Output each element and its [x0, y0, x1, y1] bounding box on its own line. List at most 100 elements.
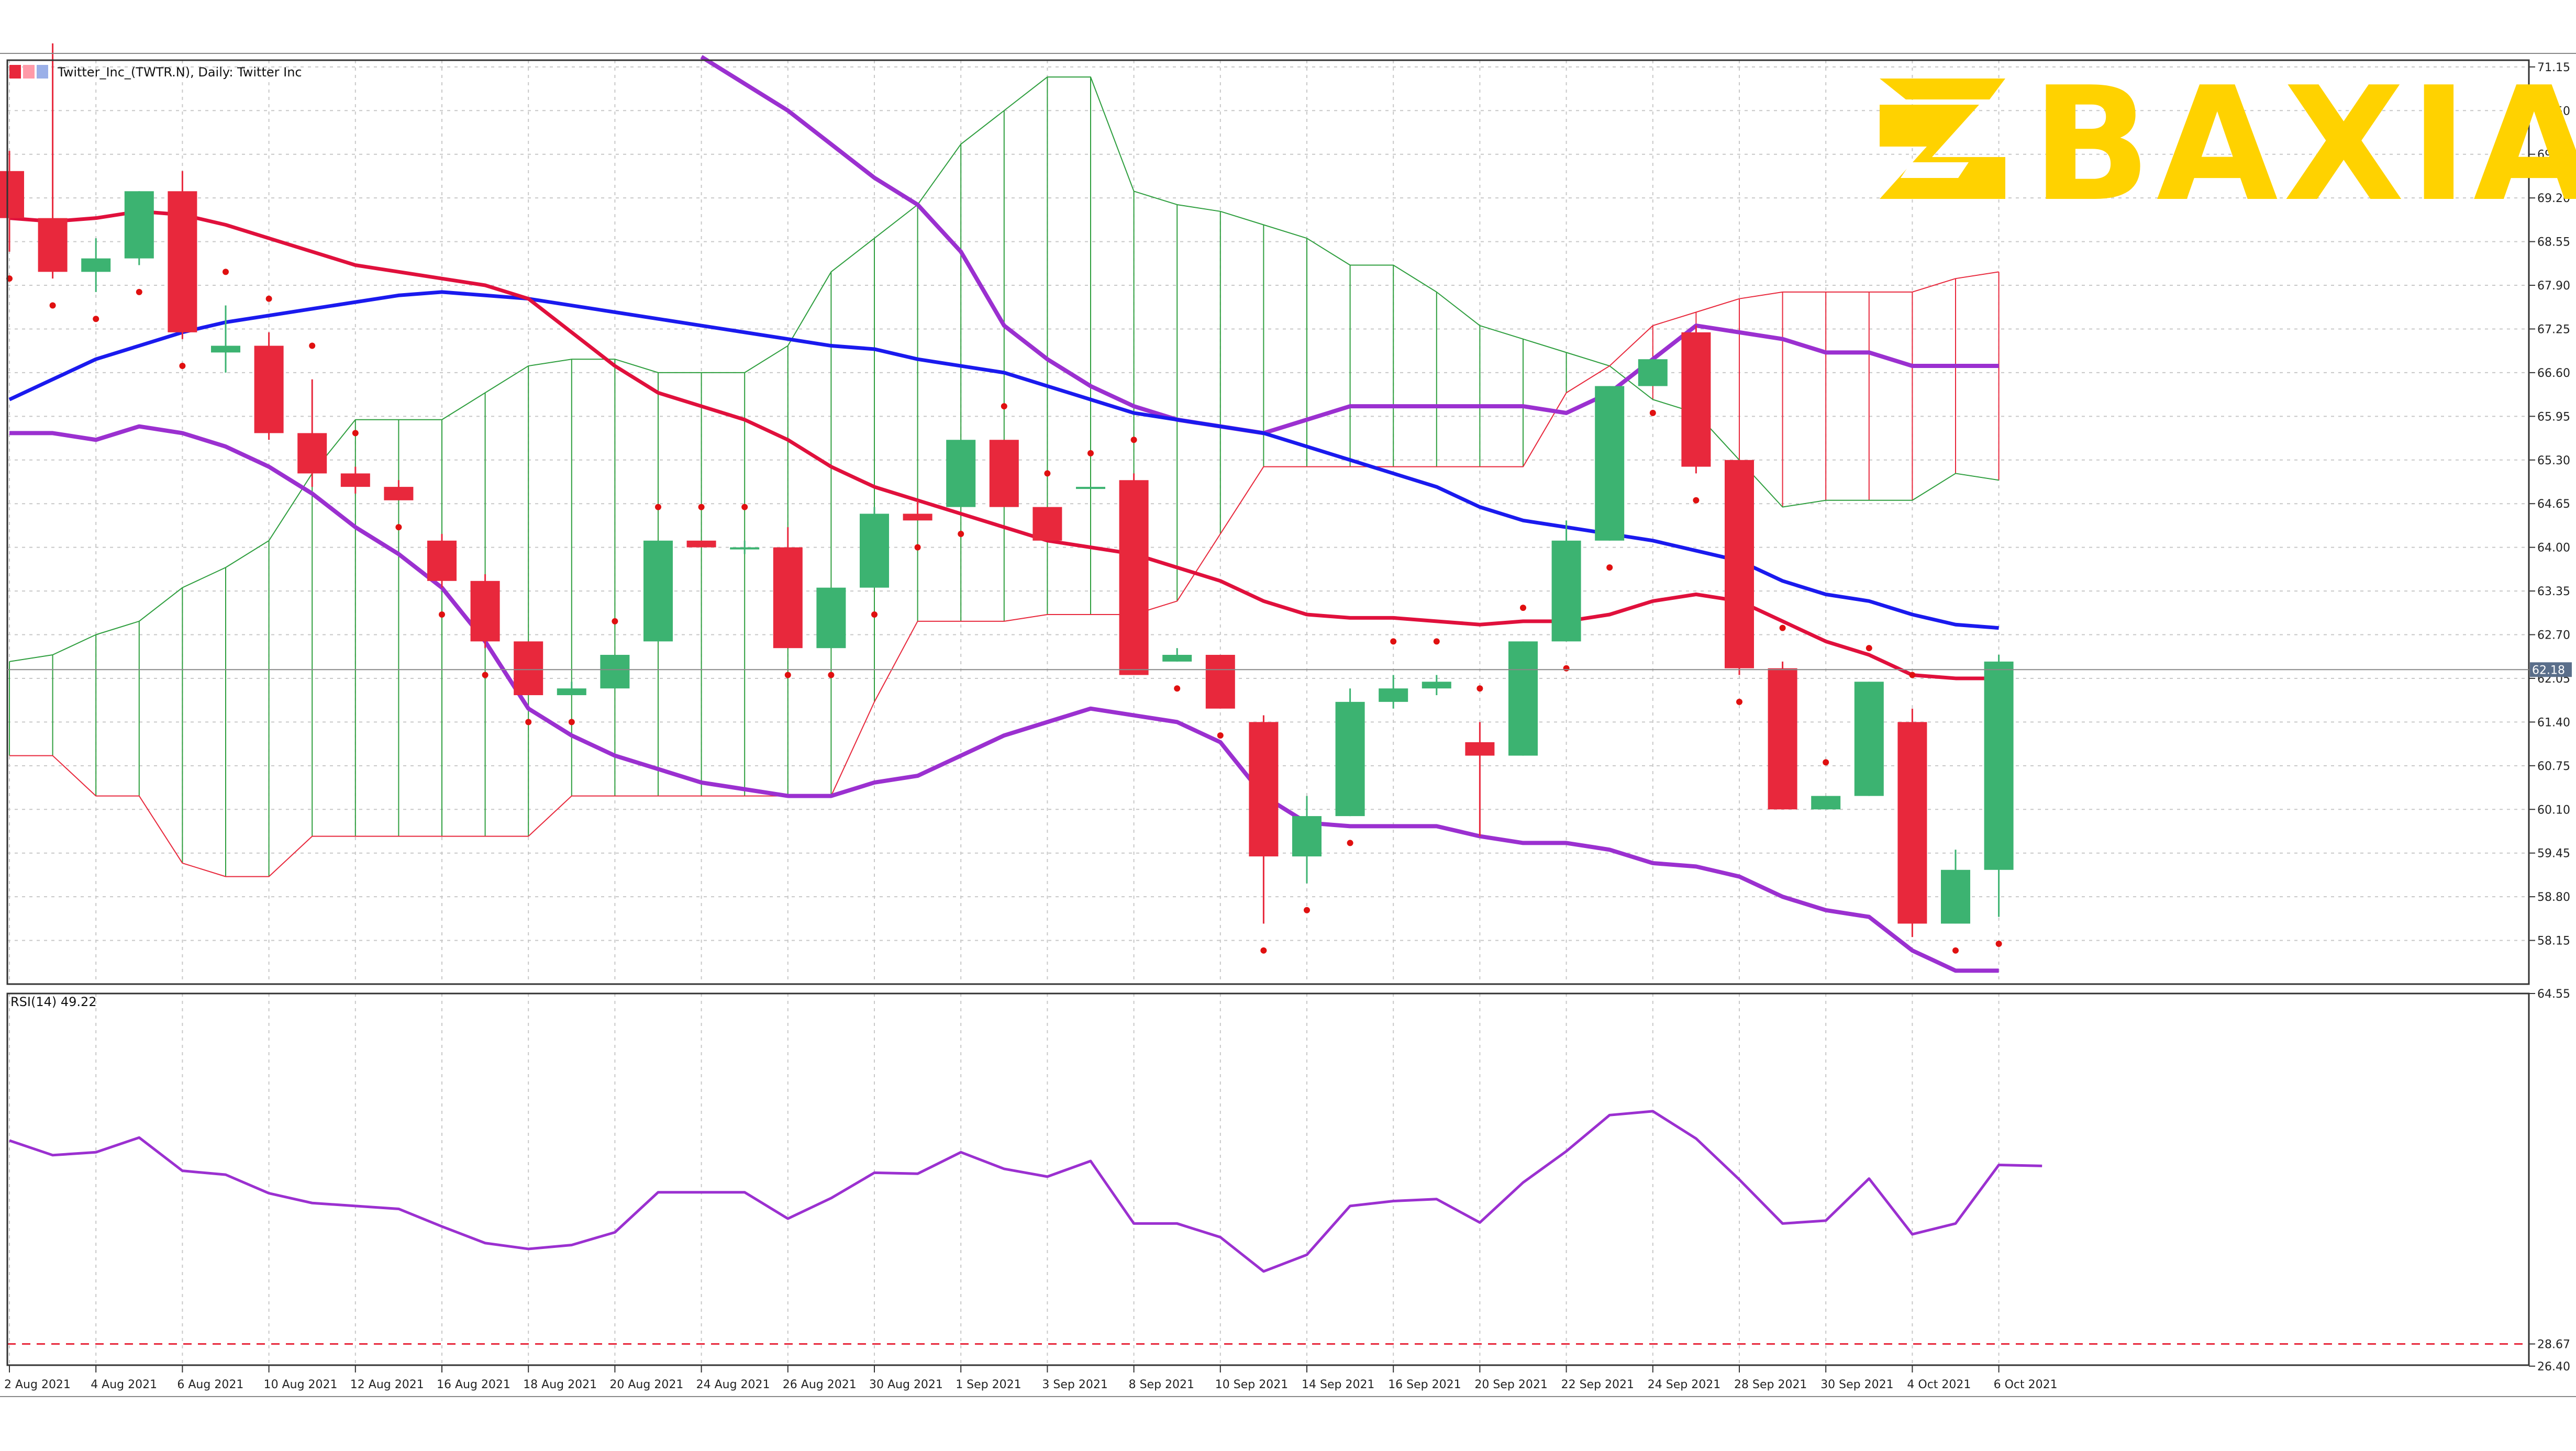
y-tick-label: 67.25	[2537, 323, 2570, 336]
y-tick-label: 63.35	[2537, 585, 2570, 598]
sar-dot	[482, 672, 488, 678]
candle-body	[427, 540, 457, 581]
y-tick-label: 64.65	[2537, 498, 2570, 511]
sar-dot	[1606, 564, 1613, 571]
sar-dot	[1217, 732, 1224, 739]
x-tick-label: 22 Sep 2021	[1561, 1378, 1634, 1391]
candle-body	[1292, 816, 1322, 857]
candle-body	[903, 514, 932, 521]
sar-dot	[1260, 947, 1267, 954]
sar-dot	[568, 719, 575, 726]
y-tick-label: 64.00	[2537, 542, 2570, 555]
axes: 71.15 70.50 69.85 69.20 68.55 67.90 67.25 66.60…	[0, 53, 2576, 1397]
cloud-span-b	[9, 271, 1999, 877]
sar-dot	[1736, 698, 1742, 705]
sar-dot	[395, 524, 402, 531]
y-tick-label: 60.10	[2537, 803, 2570, 817]
sar-dot	[1952, 947, 1959, 954]
sar-dot	[1044, 470, 1051, 477]
candle-body	[730, 547, 760, 550]
candle-body	[1725, 460, 1754, 668]
candle-body	[297, 433, 327, 474]
sar-dot	[1130, 437, 1137, 443]
sar-dot	[1087, 450, 1094, 456]
y-tick-label: 69.85	[2537, 149, 2570, 162]
sar-dot	[698, 504, 705, 510]
candle-body	[254, 345, 284, 433]
x-tick-label: 30 Aug 2021	[869, 1378, 943, 1391]
sar-dot	[1174, 685, 1181, 692]
x-tick-label: 3 Sep 2021	[1042, 1378, 1107, 1391]
grid	[7, 60, 2529, 1365]
bollinger-upper	[700, 55, 1999, 436]
candle-body	[1595, 386, 1625, 541]
x-tick-label: 20 Sep 2021	[1474, 1378, 1547, 1391]
y-tick-label: 65.95	[2537, 410, 2570, 423]
sar-dot	[1779, 624, 1786, 631]
sar-dot	[871, 611, 878, 618]
candle-body	[38, 218, 68, 272]
y-tick-label: 60.75	[2537, 760, 2570, 773]
parabolic-sar	[6, 269, 2002, 954]
sar-dot	[1693, 497, 1700, 504]
candle-body	[1811, 796, 1841, 810]
sar-dot	[1995, 940, 2002, 947]
sar-dot	[49, 302, 56, 309]
indicator-lines	[8, 55, 1999, 973]
price-tag	[2530, 662, 2572, 677]
sar-dot	[914, 544, 921, 551]
x-tick-label: 8 Sep 2021	[1129, 1378, 1194, 1391]
candle-body	[1551, 540, 1581, 642]
candle-body	[1465, 742, 1495, 756]
sar-dot	[612, 618, 618, 624]
sar-dot	[1001, 403, 1007, 410]
sar-dot	[1520, 605, 1526, 611]
x-tick-label: 2 Aug 2021	[4, 1378, 71, 1391]
x-tick-label: 6 Oct 2021	[1994, 1378, 2058, 1391]
sar-dot	[265, 295, 272, 302]
y-tick-label: 58.15	[2537, 935, 2570, 948]
main-frame	[6, 59, 2530, 985]
x-tick-label: 16 Sep 2021	[1388, 1378, 1461, 1391]
candle-body	[81, 258, 111, 272]
x-tick-label: 14 Sep 2021	[1302, 1378, 1374, 1391]
sar-dot	[1823, 759, 1829, 766]
y-tick-label: 71.15	[2537, 61, 2570, 74]
rsi-header: RSI(14) 49.22	[10, 995, 97, 1009]
candle-body	[1681, 332, 1711, 467]
sar-dot	[1866, 645, 1872, 652]
x-tick-label: 16 Aug 2021	[437, 1378, 510, 1391]
logo-text: BAXIA	[2031, 53, 2576, 236]
y-tick-label: 61.40	[2537, 716, 2570, 729]
y-tick-label: 69.20	[2537, 192, 2570, 205]
x-tick-label: 4 Aug 2021	[91, 1378, 157, 1391]
x-tick-label: 10 Aug 2021	[264, 1378, 338, 1391]
sar-dot	[439, 611, 445, 618]
candle-body	[1638, 359, 1668, 386]
sar-dot	[1347, 840, 1353, 846]
x-tick-label: 12 Aug 2021	[350, 1378, 424, 1391]
x-tick-label: 4 Oct 2021	[1907, 1378, 1971, 1391]
cloud-span-a	[9, 76, 1999, 662]
sar-dot	[1563, 665, 1570, 672]
sar-dot	[1909, 672, 1916, 678]
symbol-header: Twitter_Inc_(TWTR.N), Daily: Twitter Inc	[57, 65, 302, 80]
candle-body	[1335, 701, 1365, 817]
candle-body	[773, 547, 803, 649]
rsi-line	[9, 1110, 2042, 1273]
candle-body	[1854, 682, 1884, 796]
window-icons	[9, 65, 48, 79]
sar-dot	[1476, 685, 1483, 692]
candle-body	[989, 440, 1019, 507]
rsi-panel	[7, 1110, 2529, 1345]
x-tick-label: 28 Sep 2021	[1734, 1378, 1807, 1391]
candle-body	[1249, 722, 1279, 857]
y-tick-label: 62.70	[2537, 629, 2570, 642]
x-tick-label: 24 Sep 2021	[1648, 1378, 1720, 1391]
candle-body	[643, 540, 673, 642]
candles	[0, 43, 2014, 937]
y-tick-label: 68.55	[2537, 236, 2570, 249]
candle-body	[1941, 869, 1970, 924]
x-tick-label: 26 Aug 2021	[783, 1378, 857, 1391]
